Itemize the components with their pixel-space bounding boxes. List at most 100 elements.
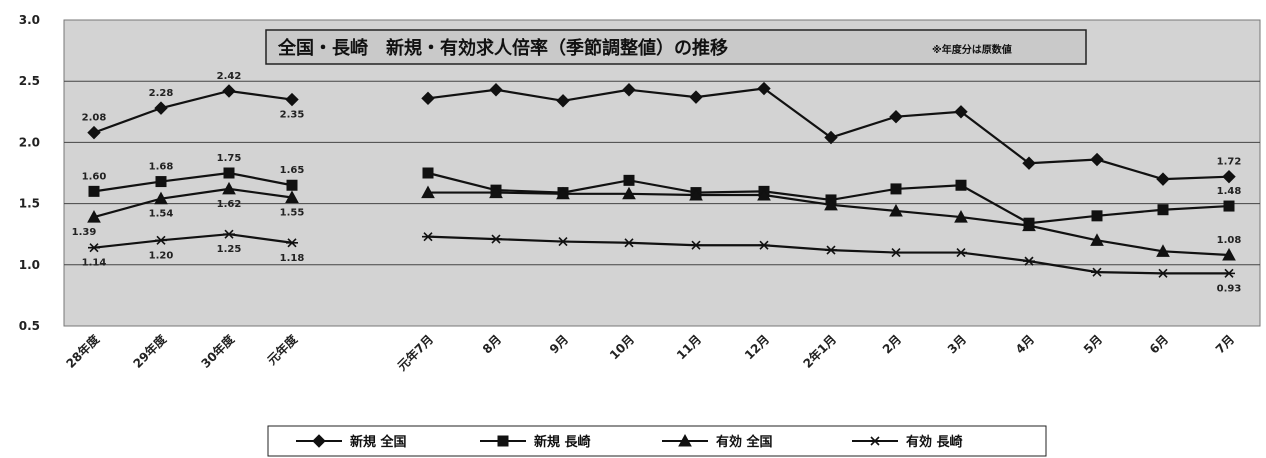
legend-marker bbox=[678, 433, 692, 447]
data-label: 1.25 bbox=[217, 244, 242, 255]
x-tick-label: 元年7月 bbox=[394, 332, 436, 374]
data-point bbox=[890, 247, 902, 258]
data-point bbox=[757, 81, 771, 96]
x-tick-label: 元年度 bbox=[264, 331, 301, 368]
y-tick-label: 1.0 bbox=[19, 258, 40, 272]
data-point bbox=[622, 186, 636, 200]
x-tick-label: 2年1月 bbox=[800, 332, 839, 371]
data-point bbox=[154, 101, 168, 115]
data-label: 1.72 bbox=[1217, 157, 1242, 168]
x-tick-label: 5月 bbox=[1081, 332, 1105, 356]
x-tick-label: 6月 bbox=[1147, 332, 1171, 356]
data-point bbox=[955, 179, 967, 191]
x-tick-label: 29年度 bbox=[130, 331, 170, 371]
data-point bbox=[1223, 268, 1235, 278]
gridlines bbox=[64, 80, 1260, 266]
data-point bbox=[1223, 200, 1235, 212]
y-tick-label: 2.0 bbox=[19, 135, 40, 149]
data-point bbox=[1157, 204, 1169, 216]
data-label: 2.35 bbox=[280, 110, 305, 121]
data-label: 1.75 bbox=[217, 153, 242, 164]
data-point bbox=[286, 179, 298, 191]
data-point bbox=[422, 167, 434, 179]
data-point bbox=[1156, 244, 1170, 257]
series-1 bbox=[87, 81, 1236, 186]
data-point bbox=[556, 94, 570, 108]
x-axis-ticks: 28年度 29年度 30年度 元年度 元年7月 8月 9月 10月 11月 12月 2年1月 2月 3月… bbox=[63, 331, 1237, 374]
data-label: 1.62 bbox=[217, 199, 242, 210]
data-point bbox=[1090, 152, 1104, 167]
data-point bbox=[1222, 247, 1236, 261]
x-tick-label: 2月 bbox=[880, 332, 904, 356]
data-point bbox=[824, 130, 838, 145]
data-point bbox=[758, 240, 770, 250]
legend-label: 有効 長崎 bbox=[906, 434, 963, 450]
data-label: 1.08 bbox=[1217, 235, 1242, 246]
y-tick-label: 2.5 bbox=[19, 74, 40, 88]
legend: 新規 全国 新規 長崎 有効 全国 有効 長崎 bbox=[267, 425, 1047, 457]
data-point bbox=[890, 183, 902, 195]
data-point bbox=[623, 238, 635, 248]
series-lines bbox=[87, 81, 1236, 278]
legend-marker bbox=[312, 434, 326, 448]
data-point bbox=[1091, 267, 1103, 277]
data-point bbox=[623, 174, 635, 186]
data-label: 1.54 bbox=[149, 209, 174, 220]
x-tick-label: 10月 bbox=[607, 332, 637, 362]
data-point bbox=[557, 236, 569, 247]
data-label: 1.48 bbox=[1217, 186, 1242, 197]
data-point bbox=[1090, 233, 1104, 246]
data-point bbox=[421, 185, 435, 199]
data-label: 0.93 bbox=[1217, 283, 1242, 294]
legend-marker bbox=[869, 436, 881, 446]
plot-area bbox=[63, 19, 1261, 327]
data-point bbox=[87, 210, 101, 223]
data-label: 1.14 bbox=[82, 258, 107, 269]
data-point bbox=[88, 243, 100, 253]
data-point bbox=[955, 247, 967, 258]
data-point bbox=[154, 191, 168, 205]
data-point bbox=[954, 210, 968, 223]
x-tick-label: 28年度 bbox=[63, 331, 103, 371]
x-tick-label: 3月 bbox=[945, 332, 969, 356]
x-tick-label: 4月 bbox=[1013, 332, 1037, 356]
data-label: 1.18 bbox=[280, 253, 305, 264]
data-point bbox=[689, 90, 703, 104]
data-point bbox=[222, 84, 236, 98]
data-point bbox=[889, 109, 903, 124]
data-label: 1.20 bbox=[149, 250, 174, 261]
data-label: 2.28 bbox=[149, 88, 174, 99]
data-label: 1.60 bbox=[82, 171, 107, 182]
series-line bbox=[93, 233, 293, 249]
data-point bbox=[622, 83, 636, 97]
series-4 bbox=[88, 229, 1235, 278]
x-tick-label: 9月 bbox=[547, 332, 571, 356]
x-tick-label: 11月 bbox=[674, 332, 704, 362]
data-point bbox=[757, 187, 771, 201]
data-point bbox=[223, 167, 235, 179]
y-tick-label: 3.0 bbox=[19, 13, 40, 27]
chart-title: 全国・長崎 新規・有効求人倍率（季節調整値）の推移 bbox=[277, 37, 728, 59]
data-point bbox=[422, 232, 434, 242]
data-point bbox=[489, 83, 503, 97]
data-point bbox=[286, 238, 298, 248]
legend-label: 新規 全国 bbox=[350, 434, 407, 450]
data-point bbox=[1022, 218, 1036, 232]
data-point bbox=[556, 186, 570, 200]
data-point bbox=[1157, 268, 1169, 278]
legend-marker bbox=[497, 435, 509, 447]
legend-label: 有効 全国 bbox=[716, 434, 773, 450]
series-line bbox=[93, 187, 293, 219]
data-label: 1.68 bbox=[149, 162, 174, 173]
series-3 bbox=[87, 181, 1236, 261]
data-point bbox=[1091, 210, 1103, 222]
x-tick-label: 30年度 bbox=[198, 331, 238, 371]
data-point bbox=[824, 197, 838, 211]
data-point bbox=[87, 125, 101, 140]
data-point bbox=[1222, 169, 1236, 184]
data-point bbox=[155, 235, 167, 245]
data-point bbox=[88, 185, 100, 197]
y-axis-ticks: 0.5 1.0 1.5 2.0 2.5 3.0 bbox=[19, 13, 40, 333]
data-point bbox=[223, 229, 235, 239]
